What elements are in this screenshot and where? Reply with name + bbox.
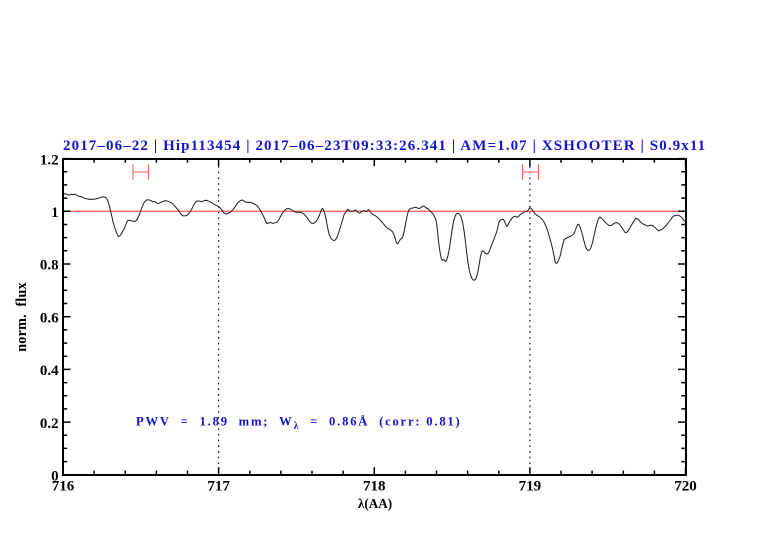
svg-text:0: 0: [51, 469, 59, 485]
svg-text:0.2: 0.2: [40, 416, 59, 432]
svg-text:λ(AA): λ(AA): [358, 496, 392, 511]
svg-text:0.4: 0.4: [40, 363, 59, 379]
svg-text:0.8: 0.8: [40, 258, 59, 274]
svg-text:719: 719: [519, 479, 542, 495]
svg-text:2017–06–22 | Hip113454 | 2017–: 2017–06–22 | Hip113454 | 2017–06–23T09:3…: [63, 138, 706, 154]
svg-text:1.2: 1.2: [40, 152, 59, 168]
svg-text:1: 1: [51, 205, 59, 221]
svg-text:718: 718: [363, 479, 386, 495]
svg-text:717: 717: [207, 479, 230, 495]
svg-text:PWV = 1.89 mm; Wλ = 0.86: PWV = 1.89 mm; Wλ = 0.86Å (corr: 0.81): [136, 414, 462, 432]
svg-text:720: 720: [674, 479, 697, 495]
svg-text:716: 716: [52, 479, 75, 495]
svg-text:norm. flux: norm. flux: [14, 282, 30, 352]
svg-text:0.6: 0.6: [40, 310, 59, 326]
